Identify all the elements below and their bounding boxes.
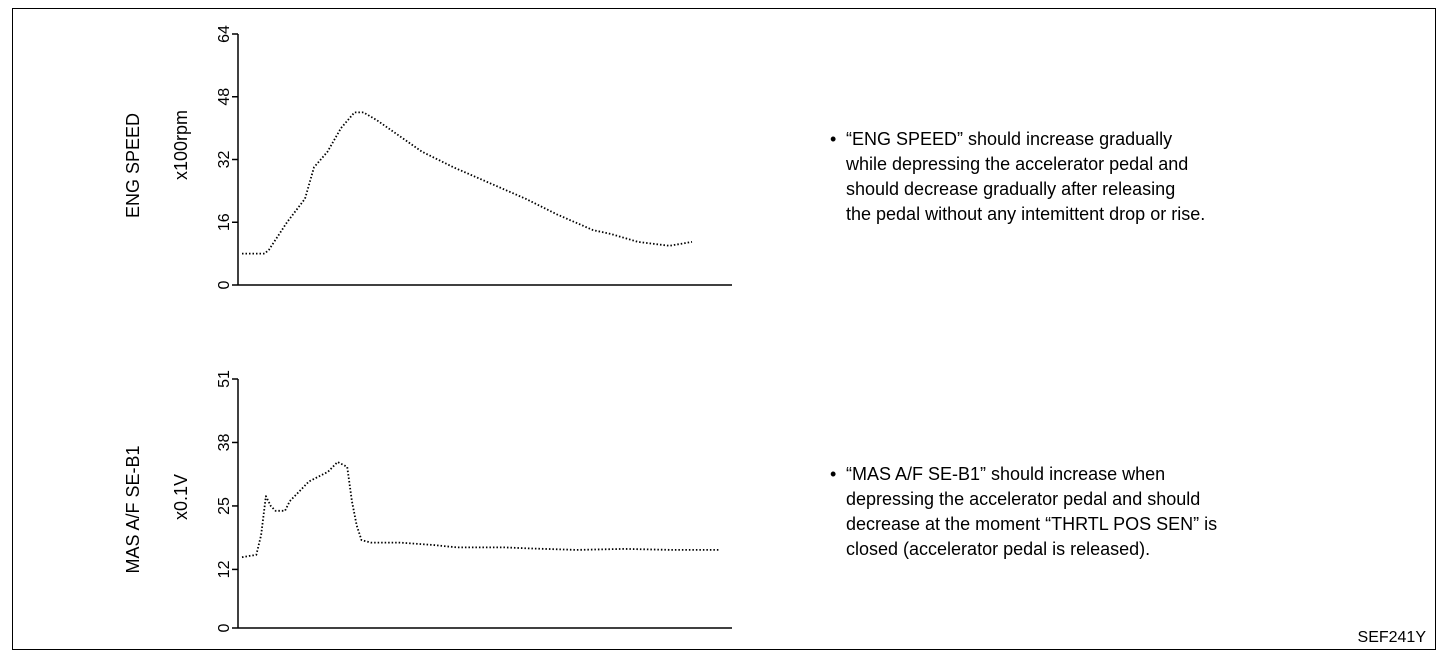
mas-af-note: • “MAS A/F SE-B1” should increase when d… (830, 462, 1350, 562)
note-line: decrease at the moment “THRTL POS SEN” i… (846, 514, 1218, 534)
y-axis-label: ENG SPEED (123, 113, 143, 218)
y-axis-label: MAS A/F SE-B1 (123, 445, 143, 573)
series-line (242, 111, 693, 255)
series-line (241, 461, 720, 559)
y-tick-label: 0 (216, 280, 233, 289)
note-line: should decrease gradually after releasin… (846, 179, 1176, 199)
figure-id-label: SEF241Y (1357, 629, 1426, 646)
note-line: the pedal without any intemittent drop o… (846, 204, 1206, 224)
y-tick-label: 0 (216, 623, 233, 632)
y-tick-label: 32 (216, 151, 233, 169)
y-axis-unit: x100rpm (171, 110, 191, 180)
note-line: while depressing the accelerator pedal a… (846, 154, 1189, 174)
y-tick-label: 38 (216, 433, 233, 451)
note-bullet: • (830, 464, 837, 484)
y-tick-label: 48 (216, 88, 233, 106)
y-tick-label: 25 (216, 497, 233, 515)
y-tick-label: 16 (216, 213, 233, 231)
note-line: closed (accelerator pedal is released). (846, 539, 1151, 559)
y-tick-label: 12 (216, 560, 233, 578)
eng-speed-note: • “ENG SPEED” should increase gradually … (830, 127, 1350, 227)
y-tick-label: 51 (216, 370, 233, 388)
eng-speed-chart: 0 16 32 48 64 ENG SPEED x100rpm (123, 25, 732, 289)
figure-frame (12, 8, 1436, 650)
y-axis-unit: x0.1V (171, 474, 191, 520)
note-line: “ENG SPEED” should increase gradually (846, 129, 1173, 149)
mas-af-chart: 0 12 25 38 51 MAS A/F SE-B1 x0.1V (123, 370, 732, 632)
note-bullet: • (830, 129, 837, 149)
note-line: “MAS A/F SE-B1” should increase when (846, 464, 1166, 484)
note-line: depressing the accelerator pedal and sho… (846, 489, 1201, 509)
y-tick-label: 64 (216, 25, 233, 43)
